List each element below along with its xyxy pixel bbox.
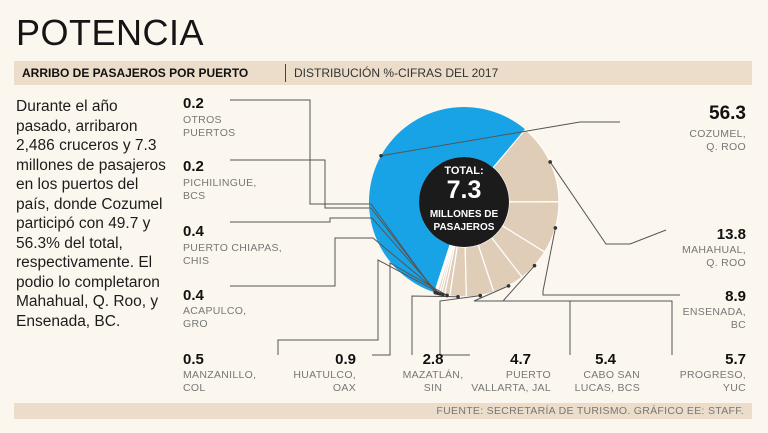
center-disc bbox=[419, 157, 509, 247]
cabo-label-2: LUCAS, BCS bbox=[574, 382, 640, 394]
leader-line-10 bbox=[230, 217, 439, 294]
huatulco-value: 0.9 bbox=[335, 351, 356, 368]
manzanillo-label-1: MANZANILLO, bbox=[183, 369, 257, 381]
leader-dot-6 bbox=[456, 295, 460, 299]
leader-dot-7 bbox=[445, 293, 449, 298]
mahahual-label-1: MAHAHUAL, bbox=[682, 244, 746, 256]
otros-label-2: PUERTOS bbox=[183, 127, 236, 139]
ensenada-value: 8.9 bbox=[725, 288, 746, 305]
leader-lines bbox=[230, 99, 680, 356]
leader-dot-1 bbox=[548, 160, 552, 164]
otros-label-1: OTROS bbox=[183, 114, 222, 126]
chart-subtitle: DISTRIBUCIÓN %-CIFRAS DEL 2017 bbox=[294, 66, 499, 80]
leader-line-5 bbox=[439, 295, 481, 356]
manzanillo-label-2: COL bbox=[183, 382, 206, 394]
vallarta-value: 4.7 bbox=[510, 351, 531, 368]
mazatlan-label-1: MAZATLÁN, bbox=[402, 369, 464, 381]
center-total-value: 7.3 bbox=[446, 176, 482, 204]
acapulco-value: 0.4 bbox=[183, 287, 204, 304]
mazatlan-value: 2.8 bbox=[422, 351, 444, 368]
huatulco-label-2: OAX bbox=[332, 382, 356, 394]
leader-line-0 bbox=[380, 121, 620, 157]
cabo-label-1: CABO SAN bbox=[583, 369, 640, 381]
leader-dot-2 bbox=[553, 226, 558, 230]
mahahual-label-2: Q. ROO bbox=[706, 257, 746, 269]
subtitle-divider bbox=[285, 64, 286, 82]
center-unit-line1: MILLONES DE bbox=[429, 209, 499, 220]
progreso-value: 5.7 bbox=[725, 351, 746, 368]
chart-title: ARRIBO DE PASAJEROS POR PUERTO bbox=[22, 66, 249, 80]
cabo-value: 5.4 bbox=[595, 351, 616, 368]
progreso-label-2: YUC bbox=[722, 382, 746, 394]
source-bar: FUENTE: SECRETARÍA DE TURISMO. GRÁFICO E… bbox=[14, 403, 752, 419]
manzanillo-value: 0.5 bbox=[183, 351, 204, 368]
center-unit-line2: PASAJEROS bbox=[433, 222, 495, 233]
center-total-label: TOTAL: bbox=[444, 165, 484, 177]
ensenada-label-2: BC bbox=[730, 319, 746, 331]
leader-line-4 bbox=[473, 285, 571, 355]
leader-line-6 bbox=[411, 295, 458, 355]
leader-line-7 bbox=[372, 262, 448, 356]
slice-cozumel-q-roo bbox=[369, 107, 526, 293]
cozumel-label-2: Q. ROO bbox=[706, 141, 746, 153]
leader-dot-5 bbox=[478, 293, 483, 298]
leader-line-11 bbox=[230, 159, 437, 294]
ensenada-label-1: ENSENADA, bbox=[682, 306, 746, 318]
acapulco-label-2: GRO bbox=[183, 318, 208, 330]
leader-dot-12 bbox=[433, 290, 438, 295]
vallarta-label-2: VALLARTA, JAL bbox=[471, 382, 551, 394]
mazatlan-label-2: SIN bbox=[423, 382, 443, 394]
cozumel-label-1: COZUMEL, bbox=[689, 128, 746, 140]
pichilingue-label-1: PICHILINGUE, bbox=[183, 177, 257, 189]
description-text: Durante el año pasado, arribaron 2,486 c… bbox=[16, 98, 166, 330]
mahahual-value: 13.8 bbox=[716, 226, 746, 243]
leader-line-9 bbox=[230, 237, 441, 295]
leader-dot-0 bbox=[379, 153, 383, 158]
leader-line-2 bbox=[542, 227, 680, 296]
acapulco-label-1: ACAPULCO, bbox=[183, 305, 247, 317]
leader-line-12 bbox=[230, 99, 436, 293]
otros-value: 0.2 bbox=[183, 95, 204, 112]
leader-dot-4 bbox=[506, 284, 511, 288]
pichilingue-value: 0.2 bbox=[183, 158, 204, 175]
pichilingue-label-2: BCS bbox=[183, 190, 206, 202]
page-title: POTENCIA bbox=[16, 12, 205, 53]
leader-line-1 bbox=[549, 161, 667, 245]
leader-line-8 bbox=[277, 259, 444, 355]
leader-line-3 bbox=[501, 265, 673, 355]
cozumel-value: 56.3 bbox=[709, 103, 746, 124]
progreso-label-1: PROGRESO, bbox=[679, 369, 746, 381]
leader-dot-3 bbox=[532, 263, 537, 268]
subtitle-bar: ARRIBO DE PASAJEROS POR PUERTO DISTRIBUC… bbox=[14, 61, 752, 85]
chiapas-label-2: CHIS bbox=[183, 255, 210, 267]
chiapas-value: 0.4 bbox=[183, 223, 204, 240]
vallarta-label-1: PUERTO bbox=[505, 369, 551, 381]
huatulco-label-1: HUATULCO, bbox=[293, 369, 356, 381]
source-text: FUENTE: SECRETARÍA DE TURISMO. GRÁFICO E… bbox=[436, 405, 744, 417]
chiapas-label-1: PUERTO CHIAPAS, bbox=[183, 242, 283, 254]
